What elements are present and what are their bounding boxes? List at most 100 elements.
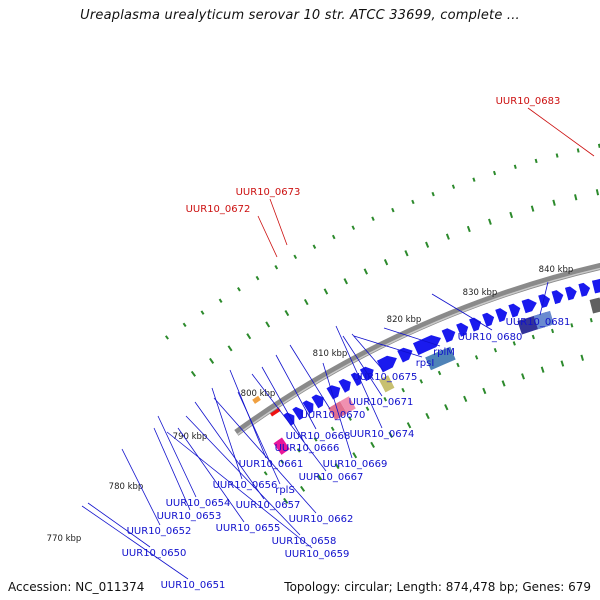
gene-label: UUR10_0666: [275, 443, 340, 454]
scale-label: 810 kbp: [313, 349, 348, 359]
gene-label: UUR10_0675: [353, 372, 418, 383]
leader-line: [211, 387, 243, 480]
tick-mark: [284, 309, 290, 317]
tick-mark: [560, 360, 565, 367]
cds-feature: [292, 406, 304, 421]
gene-label: UUR10_0671: [349, 397, 414, 408]
gene-label: rplM: [433, 347, 455, 358]
tick-mark: [371, 216, 375, 221]
tick-mark: [365, 406, 370, 411]
tick-mark: [570, 323, 574, 328]
tick-mark: [317, 474, 323, 481]
map-title: Ureaplasma urealyticum serovar 10 str. A…: [80, 8, 520, 23]
leader-line: [431, 293, 493, 331]
cds-feature: [456, 322, 469, 337]
cds-feature: [412, 335, 441, 356]
gene-label: UUR10_0681: [506, 317, 571, 328]
tick-mark: [534, 158, 538, 164]
scale-labels: 770 kbp 780 kbp 790 kbp 800 kbp 810 kbp 820 k…: [47, 265, 574, 544]
gene-label: UUR10_0652: [127, 526, 192, 537]
leader-line: [177, 427, 245, 523]
tick-mark: [482, 387, 487, 395]
tick-mark: [530, 205, 535, 212]
gene-label: UUR10_0683: [496, 96, 561, 107]
gene-label: UUR10_0657: [236, 500, 301, 511]
tick-mark: [425, 412, 430, 420]
rrna-feature: [273, 437, 290, 455]
leader-line: [289, 344, 331, 410]
gene-label: UUR10_0667: [299, 472, 364, 483]
tick-mark: [263, 471, 268, 476]
gene-label: UUR10_0668: [286, 431, 351, 442]
leader-line: [257, 215, 278, 258]
scale-label: 820 kbp: [387, 315, 422, 325]
tick-mark: [501, 380, 506, 387]
leader-line: [194, 401, 265, 500]
cds-feature: [564, 286, 577, 301]
tick-mark: [218, 298, 223, 303]
gene-label: UUR10_0659: [285, 549, 350, 560]
tick-mark: [466, 225, 471, 233]
tick-marks: [164, 143, 600, 504]
gene-labels: UUR10_0683 UUR10_0673 UUR10_0672 UUR10_0681…: [81, 96, 595, 591]
tick-mark: [411, 199, 415, 205]
leader-line: [251, 373, 327, 472]
cds-feature: [469, 317, 482, 332]
tick-mark: [312, 244, 317, 249]
leader-line: [157, 415, 197, 498]
tick-mark: [404, 250, 409, 257]
cds-feature: [311, 394, 324, 409]
leader-line: [166, 431, 313, 549]
leader-line: [269, 198, 288, 246]
gene-label: UUR10_0673: [236, 187, 301, 198]
tick-mark: [255, 275, 260, 281]
tick-mark: [531, 334, 535, 340]
gene-label: UUR10_0655: [216, 523, 281, 534]
tick-mark: [576, 148, 580, 153]
tick-mark: [512, 341, 516, 346]
tick-mark: [555, 153, 559, 158]
tick-mark: [552, 199, 556, 206]
gene-label: UUR10_0662: [289, 514, 354, 525]
tick-mark: [383, 397, 388, 402]
tick-mark: [521, 373, 525, 380]
tick-mark: [388, 431, 394, 438]
cds-feature: [495, 308, 508, 323]
tick-mark: [200, 310, 205, 315]
tick-mark: [445, 233, 450, 240]
tick-mark: [283, 497, 289, 504]
backbone-arc: [234, 263, 600, 436]
tick-mark: [370, 441, 375, 448]
tick-mark: [513, 164, 517, 169]
cds-feature: [482, 312, 495, 327]
cds-feature: [521, 298, 537, 314]
gene-label: UUR10_0650: [122, 548, 187, 559]
tick-mark: [296, 448, 301, 453]
scale-label: 790 kbp: [173, 432, 208, 442]
leader-line: [87, 502, 151, 548]
tick-mark: [190, 370, 197, 377]
tick-mark: [265, 321, 271, 328]
tick-mark: [463, 395, 468, 403]
leader-line: [153, 427, 191, 511]
cds-feature: [376, 355, 397, 373]
tick-mark: [574, 194, 578, 201]
scale-label: 830 kbp: [463, 288, 498, 298]
leader-line: [342, 335, 383, 397]
leader-line: [213, 397, 317, 514]
tick-mark: [323, 288, 329, 295]
backbone-highlight: [237, 267, 600, 436]
tick-mark: [331, 234, 336, 240]
tick-mark: [352, 452, 358, 459]
gene-label: UUR10_0651: [161, 580, 226, 591]
leader-line: [81, 505, 189, 580]
accession-text: Accession: NC_011374: [8, 580, 145, 594]
gene-label: UUR10_0670: [301, 410, 366, 421]
leader-line: [322, 362, 353, 459]
leader-line: [383, 327, 441, 347]
tick-mark: [237, 287, 241, 292]
tick-mark: [425, 241, 430, 248]
cds-feature: [338, 378, 351, 393]
leader-line: [335, 325, 383, 429]
